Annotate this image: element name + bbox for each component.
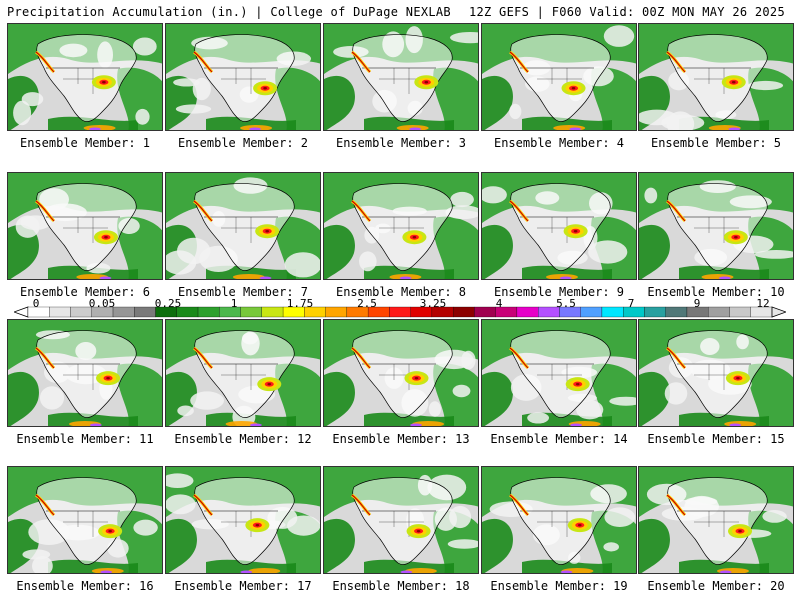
colorbar-tick-label: 12: [756, 297, 770, 310]
ensemble-map-panel: [165, 466, 321, 574]
ensemble-map-panel: [638, 319, 794, 427]
ensemble-member-label: Ensemble Member: 4: [493, 136, 625, 150]
colorbar-tick-label: 4: [495, 297, 503, 310]
ensemble-map-panel: [165, 23, 321, 131]
colorbar-segment: [197, 306, 220, 318]
colorbar-tick-label: 0.05: [88, 297, 116, 310]
precipitation-map: [324, 320, 478, 426]
precipitation-map: [482, 467, 636, 573]
precipitation-map: [324, 24, 478, 130]
ensemble-map-panel: [638, 466, 794, 574]
colorbar-segment: [389, 306, 411, 318]
colorbar-segment: [452, 306, 475, 318]
ensemble-member-label: Ensemble Member: 9: [493, 285, 625, 299]
ensemble-map-panel: [323, 466, 479, 574]
ensemble-map-panel: [481, 172, 637, 280]
colorbar-segment: [516, 306, 539, 318]
precipitation-colorbar: [14, 306, 786, 318]
precipitation-map: [639, 173, 793, 279]
colorbar-tick-label: 5.5: [556, 297, 576, 310]
colorbar-segment: [644, 306, 666, 318]
model-run-info: 12Z GEFS | F060 Valid: 00Z MON MAY 26 20…: [468, 5, 785, 19]
precipitation-map: [166, 320, 320, 426]
chart-title: Precipitation Accumulation (in.) | Colle…: [7, 5, 451, 19]
colorbar-segment: [601, 306, 624, 318]
precipitation-map: [639, 467, 793, 573]
ensemble-map-panel: [638, 23, 794, 131]
precipitation-map: [324, 173, 478, 279]
colorbar-tick-label: 1: [230, 297, 238, 310]
precipitation-map: [166, 24, 320, 130]
ensemble-map-panel: [7, 172, 163, 280]
ensemble-map-panel: [7, 466, 163, 574]
colorbar-tick-label: 0.25: [154, 297, 182, 310]
ensemble-member-label: Ensemble Member: 6: [19, 285, 151, 299]
ensemble-map-panel: [323, 319, 479, 427]
precipitation-map: [8, 24, 162, 130]
ensemble-map-panel: [165, 319, 321, 427]
colorbar-segment: [49, 306, 71, 318]
colorbar-segment: [112, 306, 135, 318]
colorbar-segment: [708, 306, 730, 318]
colorbar-tick-label: 3.25: [419, 297, 447, 310]
ensemble-member-label: Ensemble Member: 12: [174, 432, 312, 446]
ensemble-map-panel: [323, 172, 479, 280]
colorbar-segment: [134, 306, 156, 318]
colorbar-tick-label: 9: [693, 297, 701, 310]
ensemble-map-panel: [323, 23, 479, 131]
colorbar-tick-label: 2.5: [357, 297, 377, 310]
colorbar-tick-label: 1.75: [286, 297, 314, 310]
ensemble-map-panel: [481, 319, 637, 427]
colorbar-segment: [261, 306, 284, 318]
precipitation-map: [8, 173, 162, 279]
ensemble-member-label: Ensemble Member: 11: [16, 432, 154, 446]
precipitation-map: [482, 320, 636, 426]
ensemble-member-label: Ensemble Member: 13: [332, 432, 470, 446]
precipitation-map: [639, 320, 793, 426]
precipitation-map: [482, 24, 636, 130]
colorbar-segment: [729, 306, 751, 318]
precipitation-map: [8, 467, 162, 573]
colorbar-segment: [474, 306, 496, 318]
precipitation-map: [639, 24, 793, 130]
precipitation-map: [8, 320, 162, 426]
ensemble-member-label: Ensemble Member: 19: [490, 579, 628, 593]
colorbar-tick-label: 0: [32, 297, 40, 310]
ensemble-member-label: Ensemble Member: 18: [332, 579, 470, 593]
ensemble-member-label: Ensemble Member: 1: [19, 136, 151, 150]
ensemble-member-label: Ensemble Member: 14: [490, 432, 628, 446]
ensemble-map-panel: [481, 23, 637, 131]
ensemble-map-panel: [165, 172, 321, 280]
ensemble-map-panel: [481, 466, 637, 574]
ensemble-map-panel: [7, 319, 163, 427]
ensemble-map-panel: [638, 172, 794, 280]
ensemble-member-label: Ensemble Member: 10: [647, 285, 785, 299]
ensemble-member-label: Ensemble Member: 20: [647, 579, 785, 593]
colorbar-segment: [580, 306, 603, 318]
ensemble-map-panel: [7, 23, 163, 131]
ensemble-member-label: Ensemble Member: 15: [647, 432, 785, 446]
ensemble-member-label: Ensemble Member: 2: [177, 136, 309, 150]
ensemble-member-label: Ensemble Member: 7: [177, 285, 309, 299]
colorbar-tick-label: 7: [627, 297, 635, 310]
ensemble-member-label: Ensemble Member: 8: [335, 285, 467, 299]
ensemble-member-label: Ensemble Member: 3: [335, 136, 467, 150]
ensemble-member-label: Ensemble Member: 5: [650, 136, 782, 150]
colorbar-segment: [665, 306, 688, 318]
colorbar-segment: [240, 306, 262, 318]
colorbar-segment: [325, 306, 348, 318]
precipitation-map: [324, 467, 478, 573]
precipitation-map: [482, 173, 636, 279]
ensemble-member-label: Ensemble Member: 16: [16, 579, 154, 593]
ensemble-member-label: Ensemble Member: 17: [174, 579, 312, 593]
precipitation-map: [166, 467, 320, 573]
precipitation-map: [166, 173, 320, 279]
